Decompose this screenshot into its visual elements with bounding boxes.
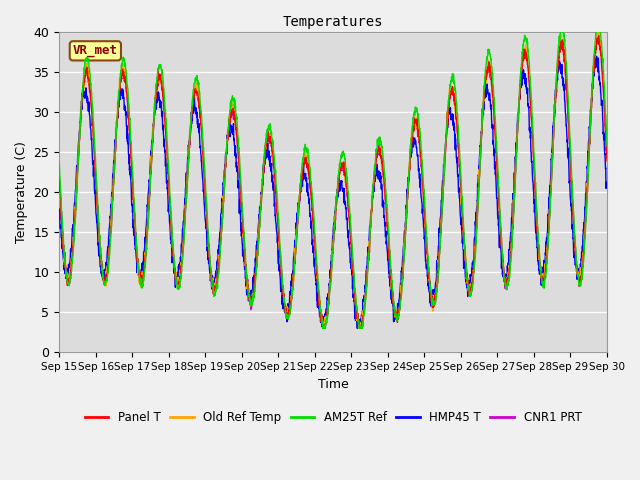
Y-axis label: Temperature (C): Temperature (C) (15, 141, 28, 243)
Title: Temperatures: Temperatures (283, 15, 383, 29)
Text: VR_met: VR_met (73, 44, 118, 57)
X-axis label: Time: Time (317, 378, 348, 391)
Legend: Panel T, Old Ref Temp, AM25T Ref, HMP45 T, CNR1 PRT: Panel T, Old Ref Temp, AM25T Ref, HMP45 … (80, 407, 586, 429)
